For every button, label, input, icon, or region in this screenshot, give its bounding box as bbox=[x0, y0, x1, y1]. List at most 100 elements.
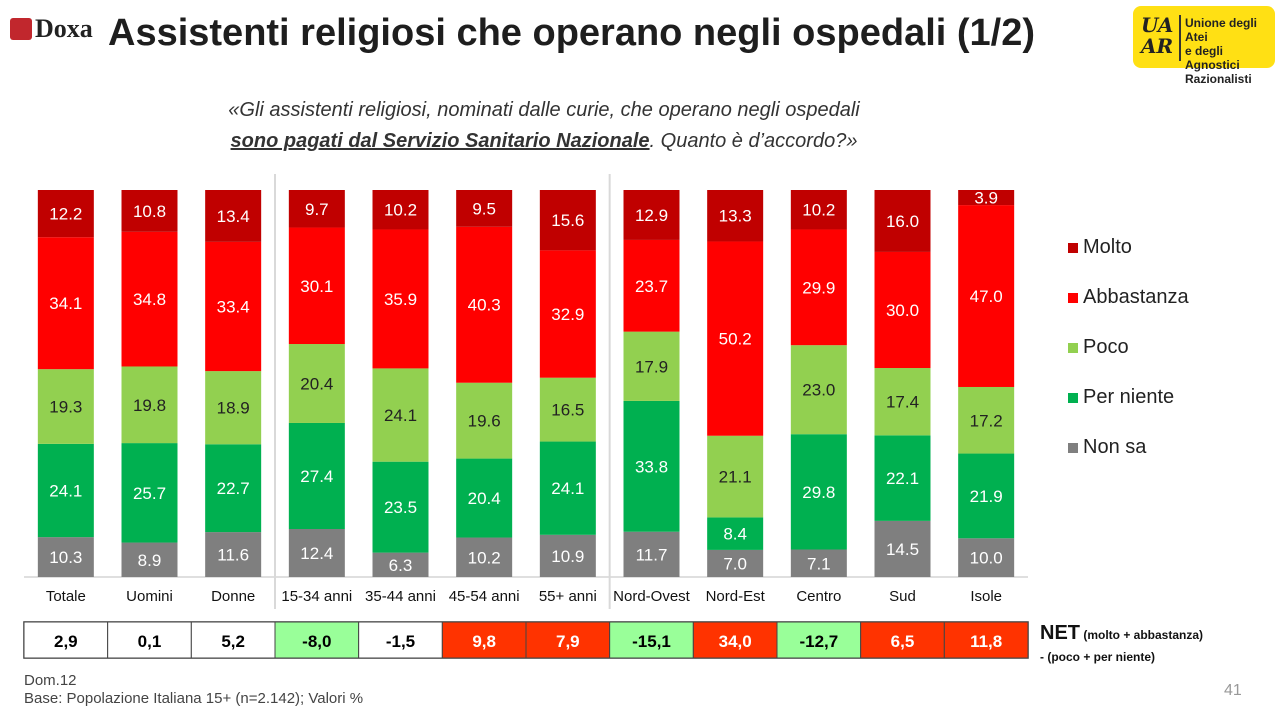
data-label-molto: 15.6 bbox=[551, 211, 584, 230]
legend-label-poco: Poco bbox=[1083, 336, 1129, 358]
data-label-molto: 13.3 bbox=[719, 207, 752, 226]
net-value: 7,9 bbox=[556, 632, 580, 651]
data-label-non-sa: 10.0 bbox=[970, 549, 1003, 568]
net-value: -12,7 bbox=[799, 632, 838, 651]
net-value: 2,9 bbox=[54, 632, 78, 651]
x-tick-label: Sud bbox=[889, 588, 916, 605]
net-value: 11,8 bbox=[970, 632, 1002, 651]
data-label-abbastanza: 32.9 bbox=[551, 305, 584, 324]
uaar-name-line-1: Unione degli Atei bbox=[1185, 16, 1257, 44]
data-label-poco: 20.4 bbox=[300, 375, 333, 394]
net-value: 34,0 bbox=[719, 632, 752, 651]
net-cell bbox=[692, 621, 778, 659]
net-cell bbox=[23, 621, 109, 659]
net-cell bbox=[776, 621, 862, 659]
bar-segment-non-sa bbox=[539, 534, 596, 577]
net-value: 0,1 bbox=[138, 632, 162, 651]
bar-segment-poco bbox=[874, 368, 931, 436]
legend-swatch-abbastanza bbox=[1068, 292, 1078, 303]
net-cell bbox=[190, 621, 276, 659]
bar-segment-molto bbox=[121, 190, 178, 232]
data-label-per-niente: 27.4 bbox=[300, 467, 333, 486]
data-label-per-niente: 20.4 bbox=[468, 489, 501, 508]
bar-segment-non-sa bbox=[205, 532, 262, 577]
data-label-poco: 17.4 bbox=[886, 393, 919, 412]
net-value: 5,2 bbox=[221, 632, 245, 651]
bar-segment-molto bbox=[456, 190, 513, 227]
data-label-abbastanza: 40.3 bbox=[468, 296, 501, 315]
bar-segment-abbastanza bbox=[539, 250, 596, 378]
bar-segment-per-niente bbox=[372, 461, 429, 553]
bar-segment-per-niente bbox=[707, 517, 764, 550]
data-label-poco: 19.3 bbox=[49, 398, 82, 417]
legend-item-molto: Molto bbox=[1068, 235, 1189, 260]
data-label-non-sa: 10.3 bbox=[49, 548, 82, 567]
x-tick-label: 15-34 anni bbox=[281, 588, 352, 605]
data-label-per-niente: 33.8 bbox=[635, 457, 668, 476]
data-label-molto: 10.2 bbox=[802, 201, 835, 220]
uaar-divider bbox=[1179, 15, 1181, 61]
bar-segment-per-niente bbox=[205, 444, 262, 533]
bar-segment-non-sa bbox=[707, 549, 764, 577]
bar-segment-abbastanza bbox=[288, 227, 345, 345]
data-label-abbastanza: 34.1 bbox=[49, 294, 82, 313]
data-label-abbastanza: 29.9 bbox=[802, 278, 835, 297]
bar-segment-non-sa bbox=[288, 529, 345, 577]
uaar-name-line-2: e degli Agnostici bbox=[1185, 44, 1240, 72]
x-tick-label: Nord-Est bbox=[706, 588, 766, 605]
legend-label-per-niente: Per niente bbox=[1083, 386, 1175, 408]
bar-segment-per-niente bbox=[958, 453, 1015, 539]
bar-segment-per-niente bbox=[790, 434, 847, 550]
data-label-abbastanza: 33.4 bbox=[217, 297, 250, 316]
legend-label-abbastanza: Abbastanza bbox=[1083, 286, 1189, 308]
bar-segment-abbastanza bbox=[121, 231, 178, 367]
data-label-poco: 21.1 bbox=[719, 468, 752, 487]
bar-segment-molto bbox=[288, 190, 345, 228]
net-value: -1,5 bbox=[386, 632, 415, 651]
legend-item-non-sa: Non sa bbox=[1068, 435, 1189, 460]
x-tick-label: Nord-Ovest bbox=[613, 588, 691, 605]
bar-segment-molto bbox=[205, 190, 262, 242]
bar-segment-per-niente bbox=[288, 422, 345, 530]
net-label-paren: (molto + abbastanza) bbox=[1083, 628, 1204, 642]
data-label-molto: 12.9 bbox=[635, 206, 668, 225]
net-label-line-2: - (poco + per niente) bbox=[1040, 650, 1156, 664]
chart-legend: Molto Abbastanza Poco Per niente Non sa bbox=[1068, 235, 1189, 485]
data-label-non-sa: 8.9 bbox=[138, 551, 162, 570]
legend-item-per-niente: Per niente bbox=[1068, 385, 1189, 410]
bar-segment-non-sa bbox=[874, 520, 931, 577]
net-value: -8,0 bbox=[302, 632, 331, 651]
bar-segment-non-sa bbox=[958, 538, 1015, 577]
data-label-molto: 12.2 bbox=[49, 205, 82, 224]
x-tick-label: Donne bbox=[211, 588, 255, 605]
data-label-molto: 16.0 bbox=[886, 212, 919, 231]
uaar-logo: UA AR Unione degli Atei e degli Agnostic… bbox=[1133, 6, 1275, 86]
doxa-mark-icon bbox=[10, 18, 32, 40]
net-cell bbox=[943, 621, 1029, 659]
bar-segment-molto bbox=[37, 190, 94, 238]
legend-swatch-poco bbox=[1068, 342, 1078, 353]
data-label-poco: 18.9 bbox=[217, 399, 250, 418]
bar-segment-abbastanza bbox=[707, 241, 764, 436]
bar-segment-abbastanza bbox=[37, 237, 94, 370]
question-line-1: «Gli assistenti religiosi, nominati dall… bbox=[228, 99, 860, 121]
data-label-abbastanza: 30.1 bbox=[300, 277, 333, 296]
x-tick-label: Isole bbox=[970, 588, 1002, 605]
x-tick-label: 55+ anni bbox=[539, 588, 597, 605]
net-value: 6,5 bbox=[891, 632, 915, 651]
data-label-non-sa: 10.9 bbox=[551, 547, 584, 566]
bar-segment-per-niente bbox=[37, 443, 94, 538]
page-title: Assistenti religiosi che operano negli o… bbox=[108, 12, 1036, 54]
legend-item-abbastanza: Abbastanza bbox=[1068, 285, 1189, 310]
bar-segment-poco bbox=[37, 369, 94, 444]
data-label-poco: 17.9 bbox=[635, 357, 668, 376]
data-label-poco: 17.2 bbox=[970, 411, 1003, 430]
data-label-non-sa: 12.4 bbox=[300, 544, 333, 563]
bar-segment-abbastanza bbox=[874, 251, 931, 369]
data-label-molto: 9.5 bbox=[472, 199, 496, 218]
data-label-per-niente: 22.7 bbox=[217, 479, 250, 498]
bar-segment-per-niente bbox=[623, 400, 680, 532]
bar-segment-per-niente bbox=[874, 435, 931, 521]
data-label-abbastanza: 50.2 bbox=[719, 330, 752, 349]
